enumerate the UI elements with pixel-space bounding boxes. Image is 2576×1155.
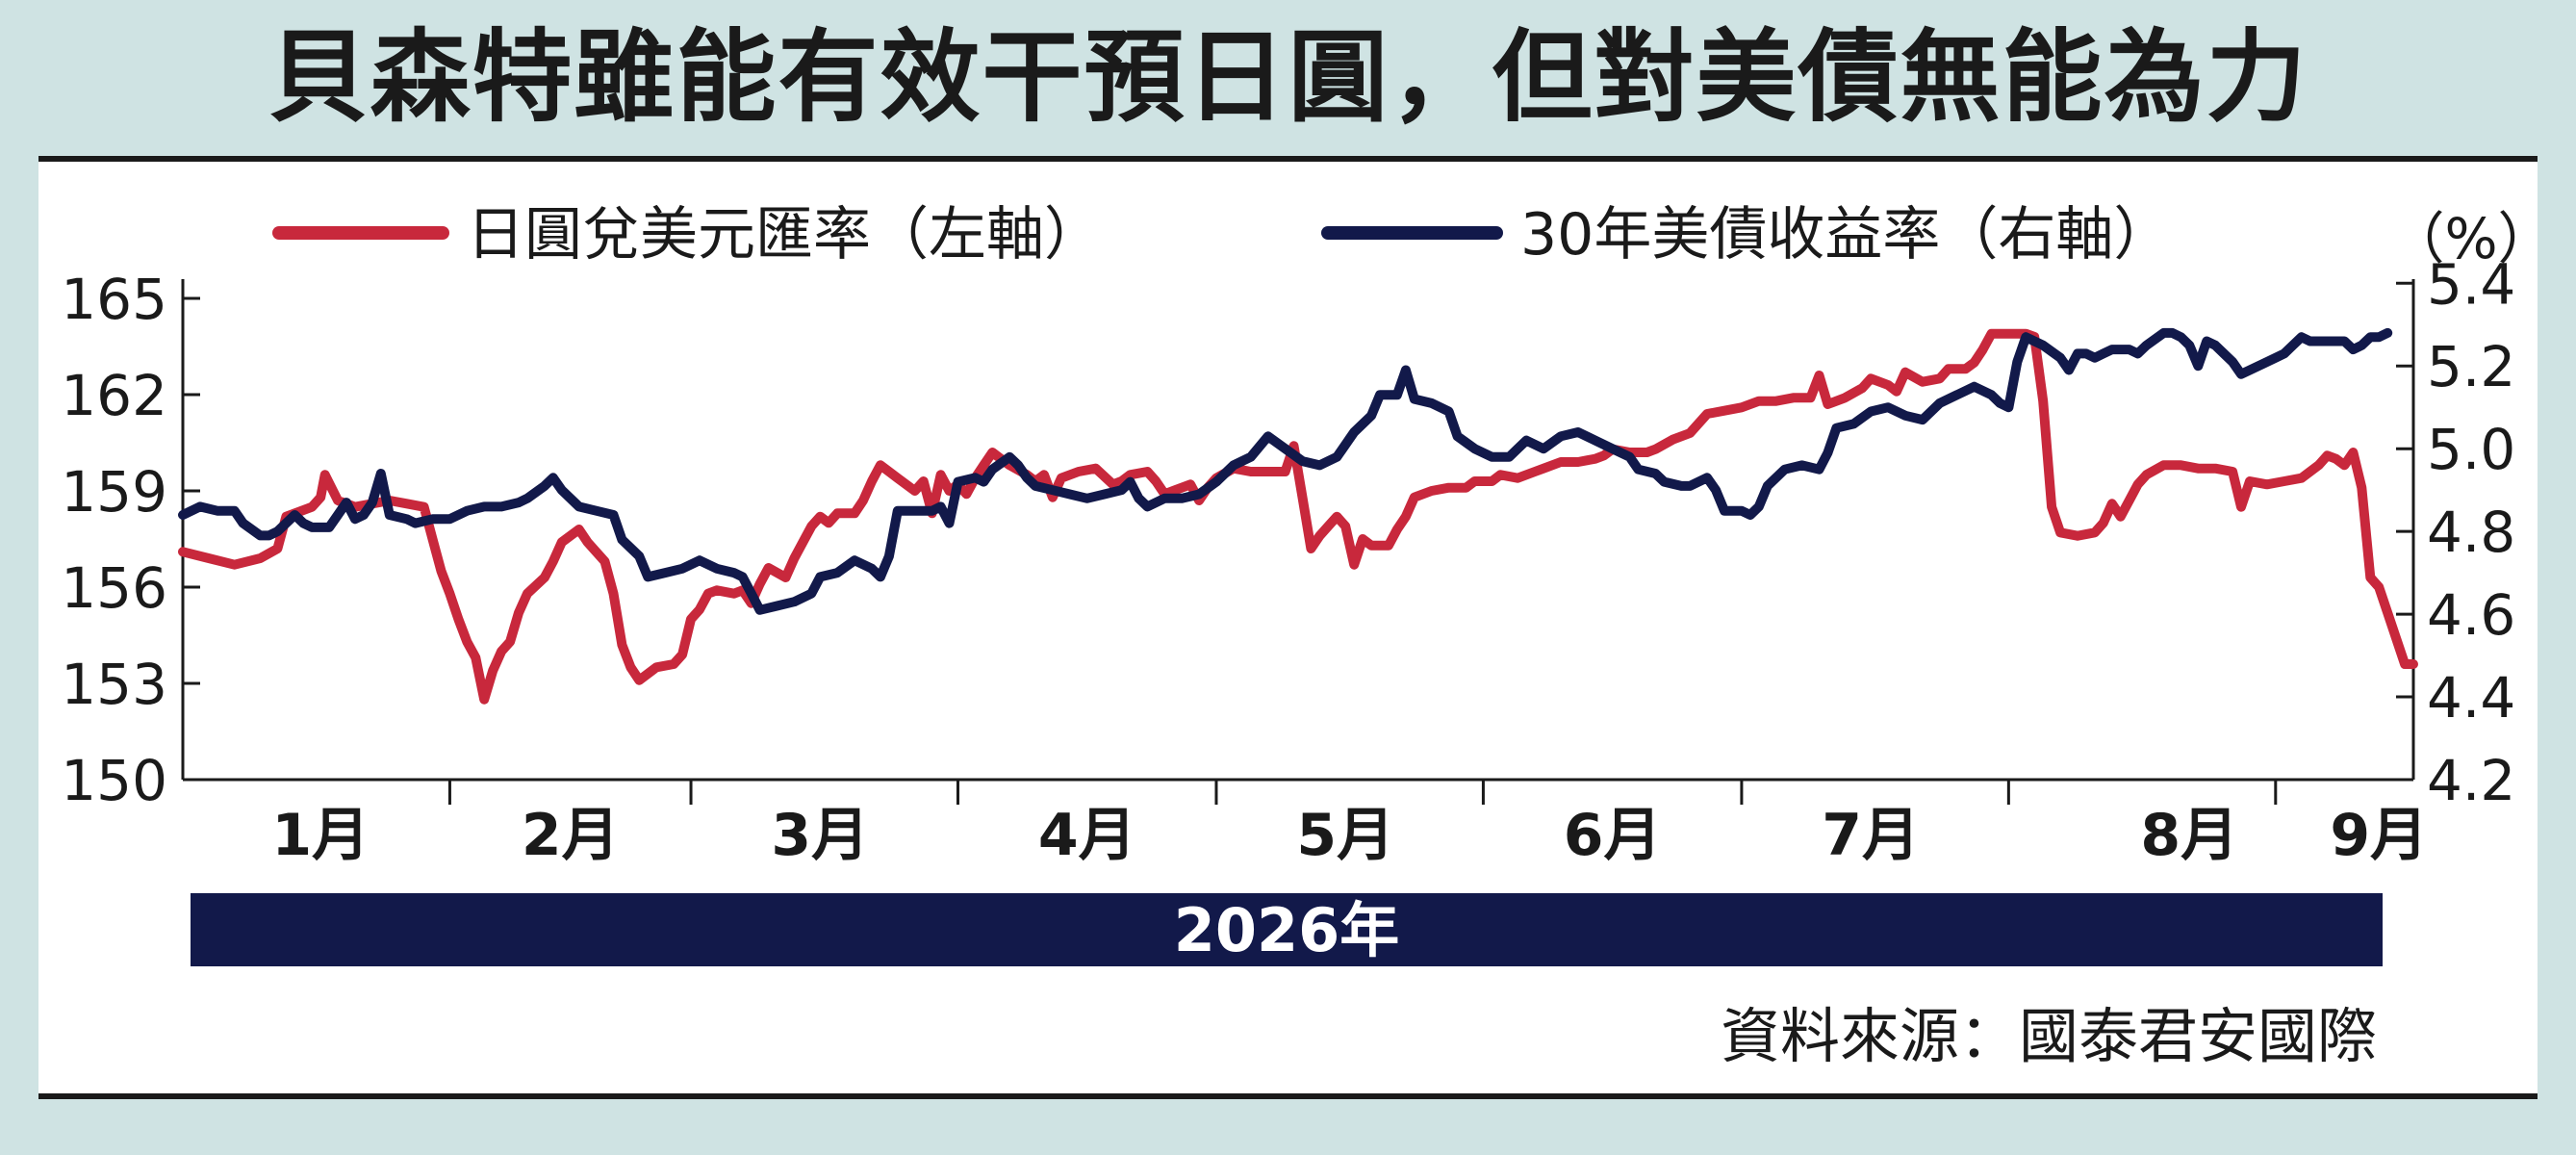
year-bar [191,893,2383,966]
right-tick-label: 5.2 [2427,334,2515,399]
left-tick-label: 156 [61,555,167,621]
year-label: 2026年 [1174,895,1400,965]
month-label: 4月 [1038,802,1136,869]
legend-label: 日圓兌美元匯率（左軸） [467,201,1102,269]
month-label: 1月 [271,802,370,869]
left-tick-label: 153 [61,652,167,717]
left-tick-label: 162 [61,363,167,428]
left-tick-label: 165 [61,267,167,332]
legend-label: 30年美債收益率（右軸） [1520,201,2171,269]
left-tick-label: 150 [61,748,167,813]
month-label: 8月 [2140,802,2238,869]
axes: 150 153 156 159 162 165 4.2 4.4 4.6 4.8 5.0 5.2 5.4（… [61,206,2553,869]
source-note: 資料來源：國泰君安國際 [1721,1001,2377,1071]
series-layer [178,327,2418,705]
chart-title: 貝森特雖能有效干預日圓，但對美債無能為力 [268,18,2308,136]
legend: 日圓兌美元匯率（左軸） 30年美債收益率（右軸） [272,201,2171,269]
right-tick-label: 4.2 [2427,748,2515,813]
right-tick-label: 5.4 [2427,251,2515,317]
month-label: 6月 [1564,802,1662,869]
ust30y-series-line [178,327,2393,615]
month-label: 2月 [522,802,620,869]
month-label: 9月 [2330,802,2428,869]
left-tick-label: 159 [61,459,167,525]
right-tick-label: 5.0 [2427,417,2515,482]
month-label: 5月 [1296,802,1394,869]
right-tick-label: 4.4 [2427,665,2515,731]
right-axis-unit: （%） [2388,206,2553,271]
month-label: 7月 [1822,802,1920,869]
right-tick-label: 4.8 [2427,500,2515,565]
right-tick-label: 4.6 [2427,582,2515,648]
jpy-usd-series-line [178,328,2418,705]
month-label: 3月 [771,802,869,869]
